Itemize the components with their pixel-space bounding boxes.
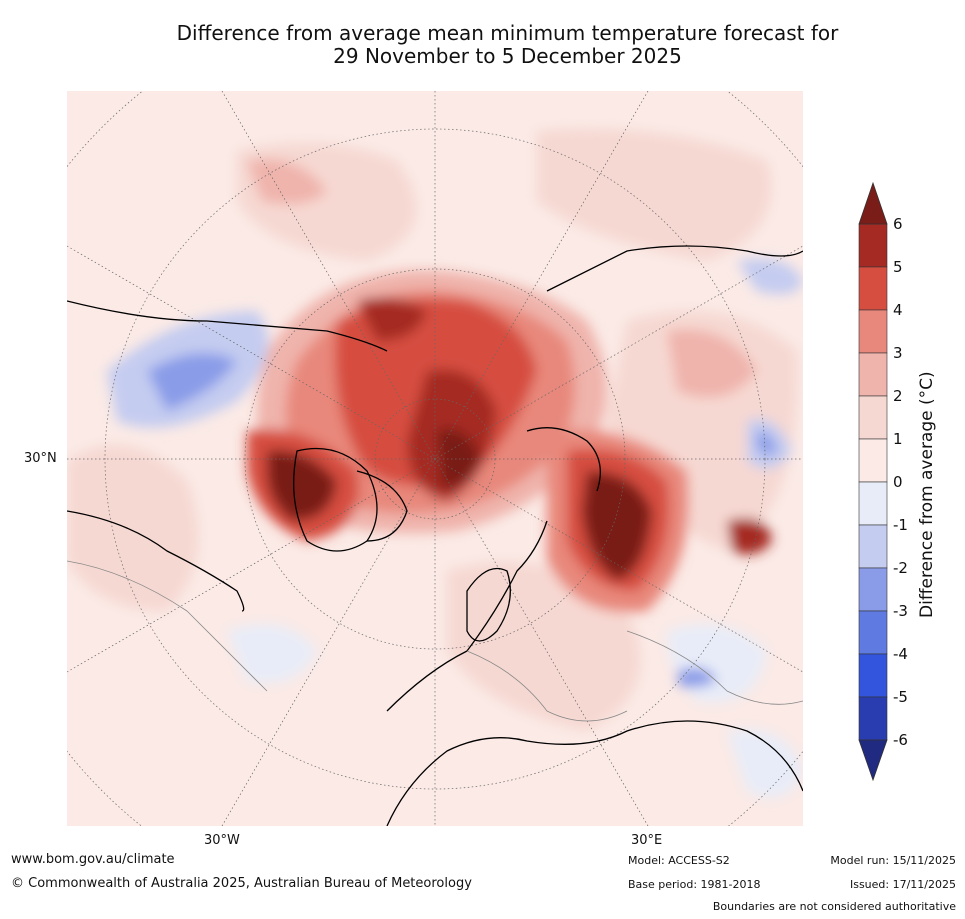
colorbar-segment [858, 653, 888, 698]
anomaly-field [67, 91, 803, 826]
map-title: Difference from average mean minimum tem… [60, 22, 955, 68]
title-line-1: Difference from average mean minimum tem… [176, 21, 839, 45]
colorbar-segment [858, 524, 888, 569]
colorbar-segment [858, 309, 888, 354]
colorbar-tick-label: -3 [893, 602, 908, 620]
title-line-2: 29 November to 5 December 2025 [333, 44, 682, 68]
colorbar-segment [858, 352, 888, 397]
colorbar-segment [858, 696, 888, 741]
polar-map [67, 91, 803, 826]
colorbar-tick-label: -6 [893, 731, 908, 749]
colorbar-tick-label: 0 [893, 473, 903, 491]
colorbar-segment [858, 610, 888, 655]
colorbar-tick-label: -1 [893, 516, 908, 534]
colorbar-segment [858, 438, 888, 483]
colorbar-tick-label: -5 [893, 688, 908, 706]
colorbar-over-arrow [858, 182, 888, 225]
colorbar-tick-label: 6 [893, 215, 903, 233]
footer-model: Model: ACCESS-S2 [628, 854, 730, 867]
colorbar-under-arrow [858, 739, 888, 782]
colorbar-tick-label: -2 [893, 559, 908, 577]
footer-copyright: © Commonwealth of Australia 2025, Austra… [11, 876, 472, 891]
colorbar-tick-label: 4 [893, 301, 903, 319]
colorbar [858, 182, 888, 782]
colorbar-tick-label: 2 [893, 387, 903, 405]
footer-disclaimer: Boundaries are not considered authoritat… [712, 900, 956, 913]
colorbar-tick-label: 5 [893, 258, 903, 276]
colorbar-tick-label: 3 [893, 344, 903, 362]
footer-url[interactable]: www.bom.gov.au/climate [11, 852, 175, 867]
colorbar-segment [858, 395, 888, 440]
colorbar-segment [858, 266, 888, 311]
footer-base-period: Base period: 1981-2018 [628, 878, 761, 891]
colorbar-tick-label: -4 [893, 645, 908, 663]
colorbar-segment [858, 481, 888, 526]
colorbar-tick-label: 1 [893, 430, 903, 448]
colorbar-segment [858, 567, 888, 612]
colorbar-segment [858, 223, 888, 268]
lon-label-30w: 30°W [204, 833, 240, 848]
footer-issued: Issued: 17/11/2025 [849, 878, 956, 891]
footer-model-run: Model run: 15/11/2025 [830, 854, 956, 867]
colorbar-label: Difference from average (°C) [917, 371, 937, 618]
lon-label-30e: 30°E [631, 833, 663, 848]
lat-label-30n: 30°N [24, 451, 57, 466]
